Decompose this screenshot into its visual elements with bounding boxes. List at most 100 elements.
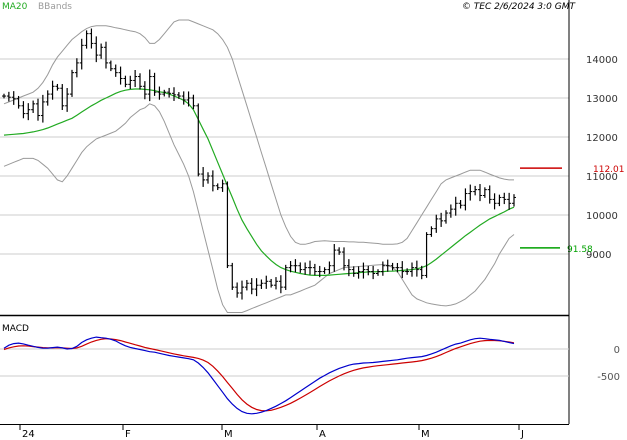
price-tick-label: 11000 [586, 172, 618, 183]
price-bar [308, 260, 312, 275]
price-axis-tick-labels: 14000 13000 12000 11000 10000 9000 [586, 55, 618, 261]
time-tick-label: A [319, 429, 326, 440]
price-bar [405, 268, 410, 275]
macd-title: MACD [2, 324, 29, 334]
price-bar [65, 88, 70, 112]
price-bar [288, 261, 293, 273]
price-bar [249, 278, 254, 295]
time-tick-label: J [520, 429, 524, 440]
price-bar [70, 69, 74, 97]
price-bar [376, 269, 380, 276]
time-tick-label: M [224, 429, 233, 440]
price-bar [196, 103, 201, 177]
price-bar [142, 81, 147, 100]
price-bar [458, 200, 463, 209]
support-label: 91.58 [567, 245, 593, 255]
resistance-label: 112.01 [593, 165, 625, 175]
price-bar [16, 95, 21, 109]
price-bar [419, 265, 424, 280]
price-bar [434, 214, 439, 233]
price-bar [6, 91, 11, 102]
price-bar [240, 280, 244, 300]
price-bar [55, 83, 60, 91]
price-bar [254, 278, 259, 297]
bband-lower-line [3, 103, 515, 313]
price-bar [138, 73, 142, 90]
price-bar [366, 265, 371, 276]
price-bar [152, 72, 157, 96]
price-bar [201, 167, 206, 187]
price-bar [264, 275, 269, 289]
price-bar [482, 187, 487, 198]
price-tick-label: 12000 [586, 133, 618, 144]
price-bar [206, 172, 210, 184]
price-bar [40, 94, 45, 123]
price-bar [60, 84, 65, 111]
price-bar [89, 28, 94, 49]
macd-lines [3, 336, 515, 415]
price-bar [230, 262, 235, 290]
price-bar [278, 275, 283, 294]
price-bar [439, 212, 444, 227]
signal-line [3, 338, 515, 412]
price-bar [99, 43, 104, 59]
price-bar [172, 87, 176, 101]
price-bar [400, 261, 405, 279]
price-bar [322, 267, 327, 274]
price-tick-label: 10000 [586, 211, 618, 222]
price-bar [410, 262, 414, 277]
price-bar [512, 194, 516, 207]
price-bar [342, 247, 346, 271]
source-timestamp: © TEC 2/6/2024 3:0 GMT [462, 2, 577, 12]
price-bar [424, 232, 429, 278]
price-bar [337, 247, 342, 255]
time-tick-label: 24 [22, 429, 35, 440]
time-tick-label: M [421, 429, 430, 440]
macd-line [3, 336, 515, 415]
price-bar [167, 87, 172, 98]
price-bar [274, 277, 278, 290]
price-tick-label: 14000 [586, 55, 618, 66]
price-bar [356, 266, 361, 279]
price-bar [487, 185, 492, 204]
price-bars [2, 28, 516, 300]
price-bar [108, 60, 113, 72]
price-bar [390, 262, 395, 271]
price-bar [478, 184, 482, 202]
ma20-legend-label: MA20 [2, 2, 28, 12]
price-bar [210, 170, 215, 192]
price-bar [463, 188, 468, 211]
price-bar [220, 179, 225, 192]
price-bar [346, 259, 351, 277]
support-level: 91.58 [520, 245, 593, 255]
price-tick-label: 13000 [586, 94, 618, 105]
price-bar [395, 262, 400, 273]
price-bar [50, 80, 55, 100]
price-bar [191, 94, 196, 110]
price-bar [79, 38, 84, 70]
price-bar [26, 103, 31, 121]
price-bar [128, 75, 133, 90]
time-axis: 24 F M A M J [19, 425, 524, 440]
price-bar [385, 259, 390, 272]
price-bar [380, 261, 385, 276]
price-bar [448, 204, 453, 218]
price-bar [157, 86, 162, 100]
price-bar [502, 192, 507, 205]
price-bar [259, 279, 264, 289]
price-bar [104, 41, 108, 69]
ma20-line [3, 88, 515, 276]
price-bar [361, 262, 366, 279]
price-bar [94, 36, 99, 63]
price-bar [312, 263, 317, 276]
price-bar [429, 226, 434, 237]
price-bar [327, 261, 332, 274]
price-bar [414, 260, 419, 277]
macd-tick-label: 0 [614, 345, 620, 356]
price-bar [473, 185, 478, 196]
time-tick-label: F [125, 429, 131, 440]
price-bar [176, 92, 181, 99]
price-bar [497, 194, 502, 207]
price-bar [36, 98, 40, 121]
ma20-path [3, 88, 515, 276]
